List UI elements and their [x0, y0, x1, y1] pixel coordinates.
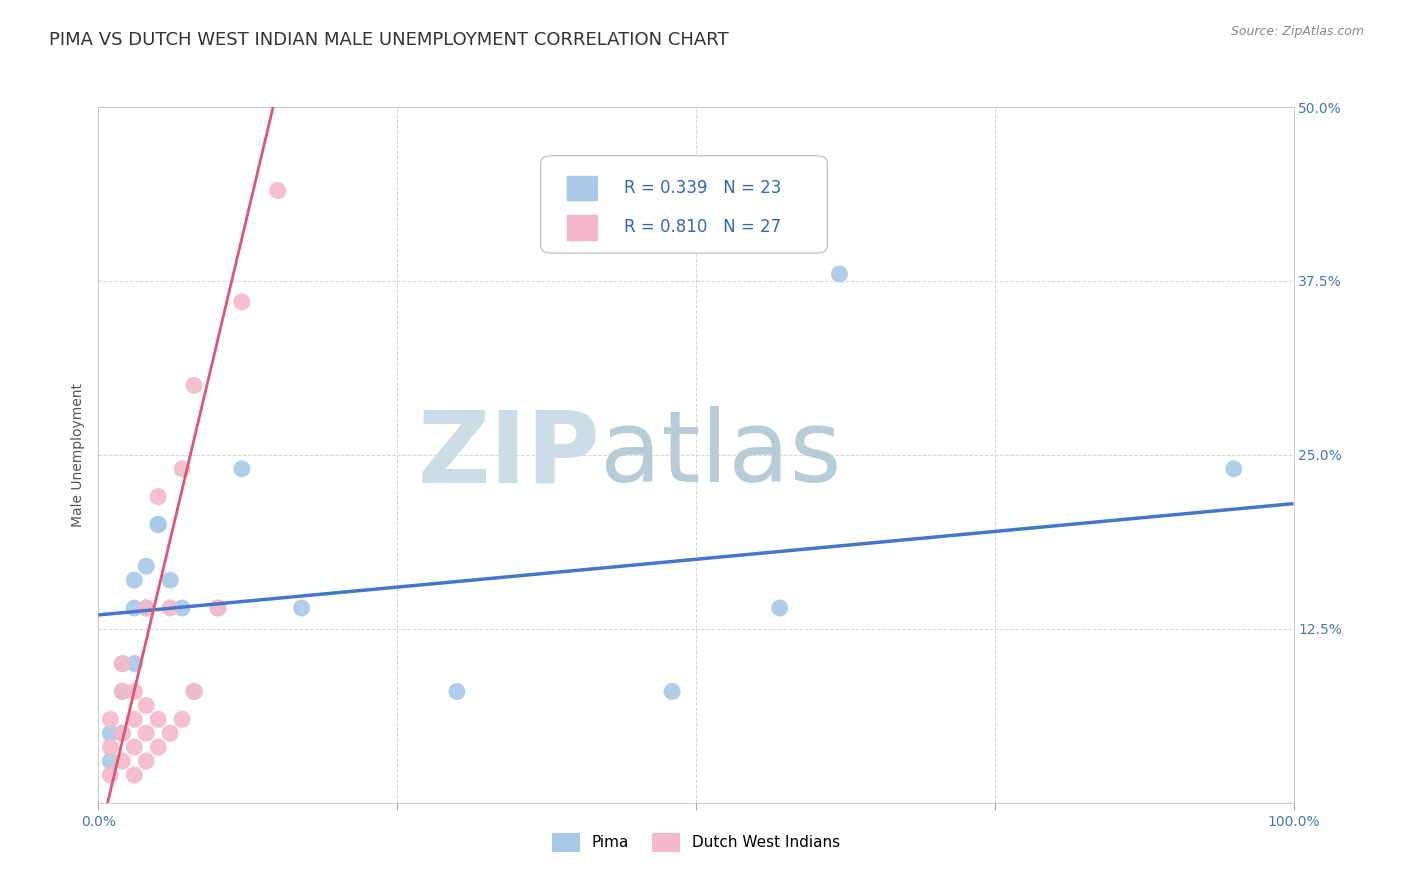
Point [124, 712, 146, 726]
Point [828, 267, 851, 281]
Point [98, 740, 122, 755]
Point [98, 726, 122, 740]
Point [172, 462, 194, 476]
Point [135, 601, 157, 615]
Point [124, 657, 146, 671]
Text: R = 0.810   N = 27: R = 0.810 N = 27 [624, 218, 782, 236]
Point [148, 517, 170, 532]
Y-axis label: Male Unemployment: Male Unemployment [72, 383, 86, 527]
Point [291, 601, 314, 615]
Point [124, 768, 146, 782]
Point [135, 726, 157, 740]
Point [98, 768, 122, 782]
Point [231, 462, 253, 476]
Point [207, 601, 229, 615]
Point [111, 726, 134, 740]
Point [207, 601, 229, 615]
Point [135, 754, 157, 768]
Point [172, 601, 194, 615]
Point [148, 490, 170, 504]
Point [148, 517, 170, 532]
Point [135, 698, 157, 713]
Point [172, 712, 194, 726]
Legend: Pima, Dutch West Indians: Pima, Dutch West Indians [546, 827, 846, 858]
Point [111, 657, 134, 671]
FancyBboxPatch shape [567, 176, 596, 201]
Point [159, 601, 181, 615]
Text: atlas: atlas [600, 407, 842, 503]
Point [124, 573, 146, 587]
Point [111, 684, 134, 698]
Point [124, 601, 146, 615]
Point [1223, 462, 1246, 476]
Point [111, 754, 134, 768]
Point [124, 740, 146, 755]
Point [98, 754, 122, 768]
Point [661, 684, 683, 698]
Point [446, 684, 468, 698]
Point [769, 601, 792, 615]
Point [135, 559, 157, 574]
Point [231, 294, 253, 309]
Point [124, 684, 146, 698]
Text: R = 0.339   N = 23: R = 0.339 N = 23 [624, 178, 782, 197]
Point [183, 378, 205, 392]
FancyBboxPatch shape [541, 156, 827, 253]
Point [98, 712, 122, 726]
Point [267, 184, 290, 198]
Point [148, 712, 170, 726]
Point [111, 684, 134, 698]
Point [111, 726, 134, 740]
Point [159, 726, 181, 740]
FancyBboxPatch shape [567, 215, 596, 240]
Text: ZIP: ZIP [418, 407, 600, 503]
Point [159, 573, 181, 587]
Point [135, 601, 157, 615]
Text: PIMA VS DUTCH WEST INDIAN MALE UNEMPLOYMENT CORRELATION CHART: PIMA VS DUTCH WEST INDIAN MALE UNEMPLOYM… [49, 31, 728, 49]
Point [183, 684, 205, 698]
Point [111, 657, 134, 671]
Text: Source: ZipAtlas.com: Source: ZipAtlas.com [1230, 25, 1364, 38]
Point [148, 740, 170, 755]
Point [183, 684, 205, 698]
